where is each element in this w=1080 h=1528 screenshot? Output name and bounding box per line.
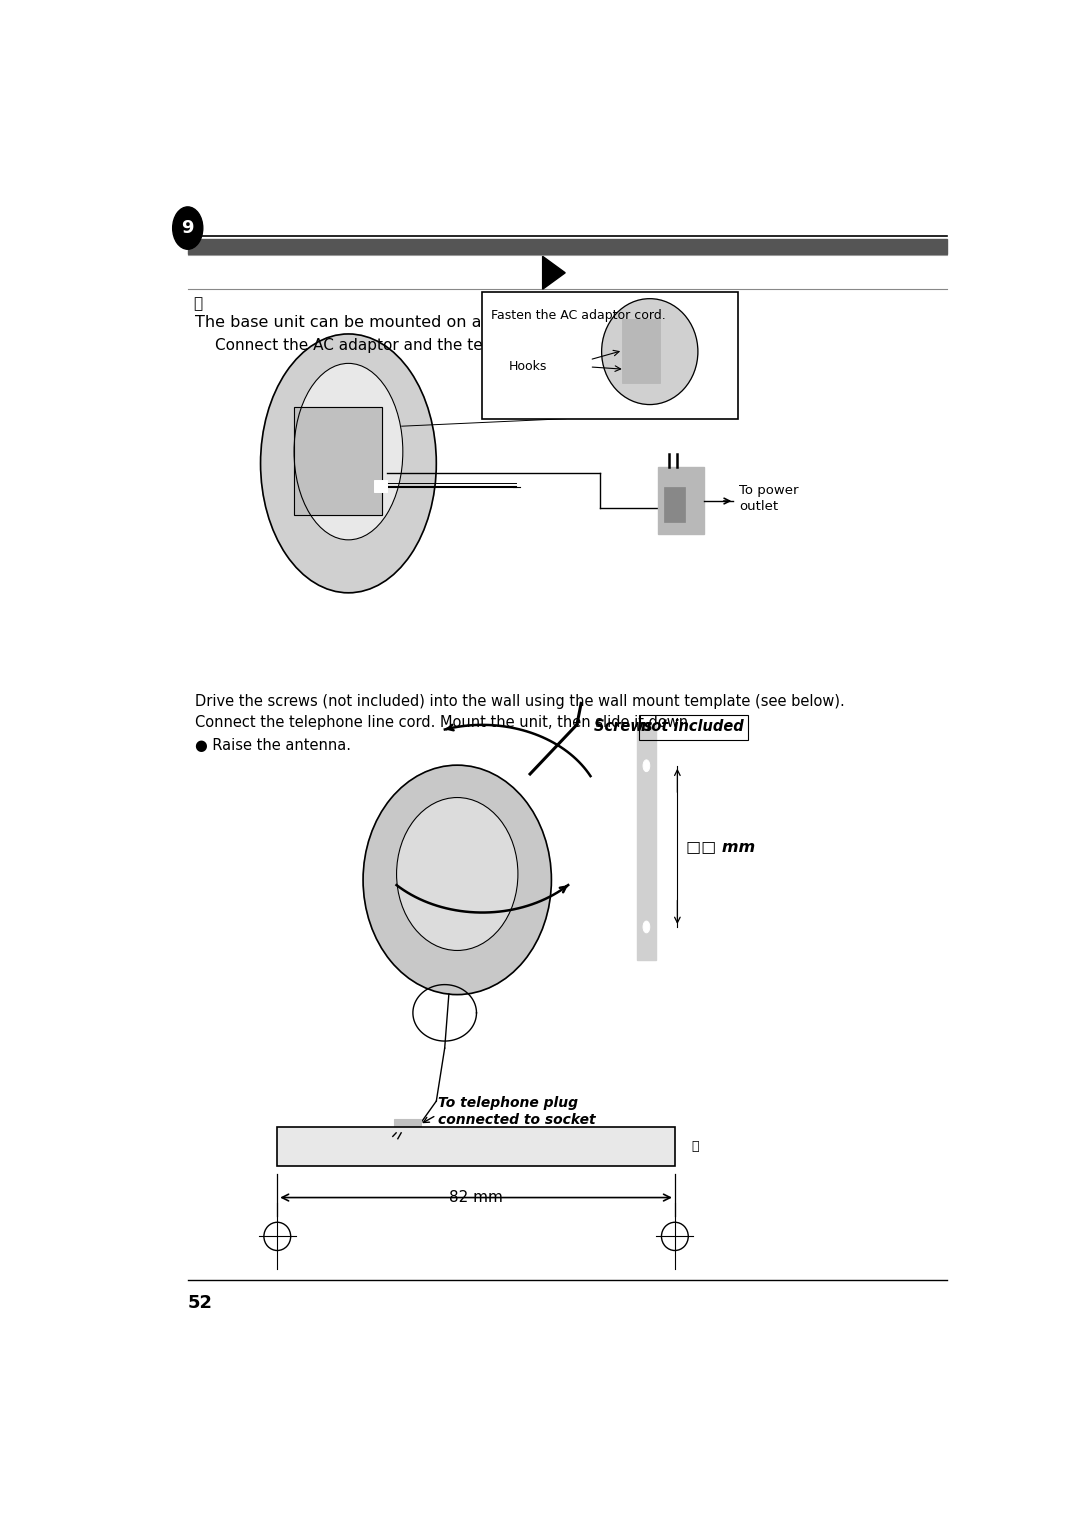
- Text: ● Raise the antenna.: ● Raise the antenna.: [195, 738, 351, 753]
- Bar: [188, 238, 947, 254]
- Bar: [622, 319, 660, 384]
- Text: 52: 52: [188, 1294, 213, 1313]
- Text: Connect the telephone line cord. Mount the unit, then slide it down.: Connect the telephone line cord. Mount t…: [195, 715, 693, 730]
- Text: Fasten the AC adaptor cord.: Fasten the AC adaptor cord.: [490, 309, 665, 322]
- Bar: [294, 406, 382, 515]
- Bar: [394, 1118, 421, 1132]
- Text: Screws: Screws: [594, 720, 658, 735]
- Text: Hooks: Hooks: [509, 361, 548, 373]
- Text: □□ mm: □□ mm: [686, 839, 755, 854]
- Text: The base unit can be mounted on a wall.: The base unit can be mounted on a wall.: [195, 315, 524, 330]
- Text: To power: To power: [740, 484, 799, 497]
- Bar: [639, 715, 747, 740]
- Ellipse shape: [363, 766, 552, 995]
- Text: ⎆: ⎆: [691, 1140, 699, 1154]
- Circle shape: [173, 206, 203, 249]
- Ellipse shape: [294, 364, 403, 539]
- Bar: [658, 468, 704, 533]
- Text: ⎆: ⎆: [193, 296, 202, 310]
- Ellipse shape: [396, 798, 518, 950]
- Polygon shape: [542, 257, 565, 289]
- Ellipse shape: [602, 298, 698, 405]
- Bar: [664, 487, 685, 523]
- Text: 9: 9: [181, 219, 194, 237]
- Text: Connect the AC adaptor and the telephone line cord.: Connect the AC adaptor and the telephone…: [215, 338, 620, 353]
- Text: 82 mm: 82 mm: [449, 1190, 503, 1206]
- Bar: [294, 406, 382, 515]
- Text: connected to socket: connected to socket: [438, 1112, 595, 1128]
- Text: not included: not included: [642, 720, 744, 735]
- Text: To telephone plug: To telephone plug: [438, 1097, 578, 1111]
- Ellipse shape: [260, 335, 436, 593]
- Bar: [374, 480, 387, 492]
- Ellipse shape: [643, 921, 650, 932]
- Text: Drive the screws (not included) into the wall using the wall mount template (see: Drive the screws (not included) into the…: [195, 694, 845, 709]
- Bar: [278, 1128, 675, 1166]
- Bar: [637, 724, 656, 960]
- Ellipse shape: [643, 759, 650, 772]
- Text: outlet: outlet: [740, 500, 779, 513]
- Bar: [483, 292, 738, 419]
